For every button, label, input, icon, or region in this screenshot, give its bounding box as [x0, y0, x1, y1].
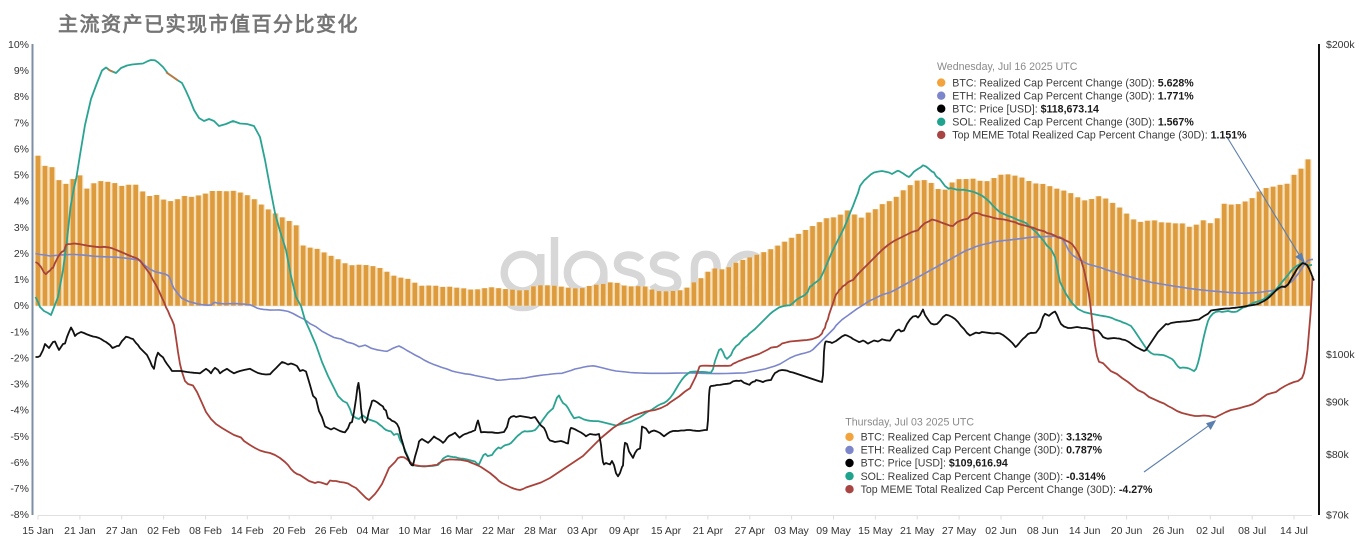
svg-text:3%: 3%: [14, 222, 29, 234]
svg-text:04 Mar: 04 Mar: [357, 525, 390, 537]
svg-text:20 Feb: 20 Feb: [273, 525, 306, 537]
svg-text:28 Mar: 28 Mar: [524, 525, 557, 537]
svg-text:5%: 5%: [14, 170, 29, 182]
svg-text:08 Feb: 08 Feb: [189, 525, 222, 537]
svg-text:09 May: 09 May: [816, 525, 851, 537]
svg-text:21 Apr: 21 Apr: [693, 525, 724, 537]
svg-text:BTC: Realized Cap Percent Chan: BTC: Realized Cap Percent Change (30D): …: [952, 77, 1194, 89]
svg-text:02 Feb: 02 Feb: [147, 525, 180, 537]
svg-text:6%: 6%: [14, 143, 29, 155]
svg-text:$70k: $70k: [1326, 509, 1350, 521]
svg-text:$80k: $80k: [1326, 449, 1350, 461]
svg-text:BTC: Price [USD]: $109,616.94: BTC: Price [USD]: $109,616.94: [861, 458, 1008, 470]
svg-text:BTC: Price [USD]: $118,673.14: BTC: Price [USD]: $118,673.14: [952, 103, 1099, 115]
svg-text:-4%: -4%: [10, 405, 29, 417]
svg-text:15 May: 15 May: [858, 525, 893, 537]
svg-text:21 May: 21 May: [900, 525, 935, 537]
svg-text:21 Jan: 21 Jan: [64, 525, 96, 537]
svg-text:14 Jun: 14 Jun: [1069, 525, 1101, 537]
svg-text:-6%: -6%: [10, 457, 29, 469]
svg-text:15 Jan: 15 Jan: [22, 525, 54, 537]
svg-text:27 Apr: 27 Apr: [735, 525, 766, 537]
svg-text:20 Jun: 20 Jun: [1111, 525, 1143, 537]
svg-text:主流资产已实现市值百分比变化: 主流资产已实现市值百分比变化: [58, 12, 359, 36]
svg-text:SOL: Realized Cap Percent Chan: SOL: Realized Cap Percent Change (30D): …: [952, 117, 1194, 129]
svg-text:9%: 9%: [14, 65, 29, 77]
svg-text:26 Feb: 26 Feb: [315, 525, 348, 537]
svg-text:ETH: Realized Cap Percent Chan: ETH: Realized Cap Percent Change (30D): …: [952, 90, 1194, 102]
svg-text:0%: 0%: [14, 300, 29, 312]
svg-text:09 Apr: 09 Apr: [609, 525, 640, 537]
svg-text:$200k: $200k: [1326, 39, 1355, 51]
svg-text:14 Jul: 14 Jul: [1280, 525, 1308, 537]
svg-text:$90k: $90k: [1326, 397, 1350, 409]
svg-text:7%: 7%: [14, 117, 29, 129]
svg-text:4%: 4%: [14, 196, 29, 208]
svg-text:15 Apr: 15 Apr: [651, 525, 682, 537]
svg-text:BTC: Realized Cap Percent Chan: BTC: Realized Cap Percent Change (30D): …: [861, 432, 1103, 444]
svg-text:08 Jun: 08 Jun: [1027, 525, 1059, 537]
svg-text:02 Jul: 02 Jul: [1196, 525, 1224, 537]
svg-text:Wednesday, Jul 16 2025 UTC: Wednesday, Jul 16 2025 UTC: [937, 61, 1078, 73]
svg-text:14 Feb: 14 Feb: [231, 525, 264, 537]
svg-text:Top MEME Total Realized Cap Pe: Top MEME Total Realized Cap Percent Chan…: [861, 484, 1153, 496]
svg-text:8%: 8%: [14, 91, 29, 103]
svg-text:SOL: Realized Cap Percent Chan: SOL: Realized Cap Percent Change (30D): …: [861, 471, 1107, 483]
svg-text:03 Apr: 03 Apr: [567, 525, 598, 537]
svg-text:2%: 2%: [14, 248, 29, 260]
svg-text:26 Jun: 26 Jun: [1153, 525, 1185, 537]
svg-text:-1%: -1%: [10, 326, 29, 338]
svg-text:27 Jan: 27 Jan: [106, 525, 138, 537]
svg-text:-3%: -3%: [10, 379, 29, 391]
svg-text:10 Mar: 10 Mar: [398, 525, 431, 537]
svg-text:1%: 1%: [14, 274, 29, 286]
svg-text:$100k: $100k: [1326, 349, 1355, 361]
svg-text:03 May: 03 May: [774, 525, 809, 537]
svg-text:Thursday, Jul 03 2025 UTC: Thursday, Jul 03 2025 UTC: [845, 417, 974, 429]
svg-text:08 Jul: 08 Jul: [1238, 525, 1266, 537]
svg-text:02 Jun: 02 Jun: [985, 525, 1017, 537]
svg-text:Top MEME Total Realized Cap Pe: Top MEME Total Realized Cap Percent Chan…: [952, 130, 1247, 142]
svg-text:10%: 10%: [8, 39, 29, 51]
svg-text:16 Mar: 16 Mar: [440, 525, 473, 537]
svg-text:-2%: -2%: [10, 353, 29, 365]
svg-text:-5%: -5%: [10, 431, 29, 443]
svg-text:22 Mar: 22 Mar: [482, 525, 515, 537]
svg-text:27 May: 27 May: [942, 525, 977, 537]
svg-text:-7%: -7%: [10, 483, 29, 495]
svg-text:ETH: Realized Cap Percent Chan: ETH: Realized Cap Percent Change (30D): …: [861, 445, 1103, 457]
svg-text:-8%: -8%: [10, 509, 29, 521]
